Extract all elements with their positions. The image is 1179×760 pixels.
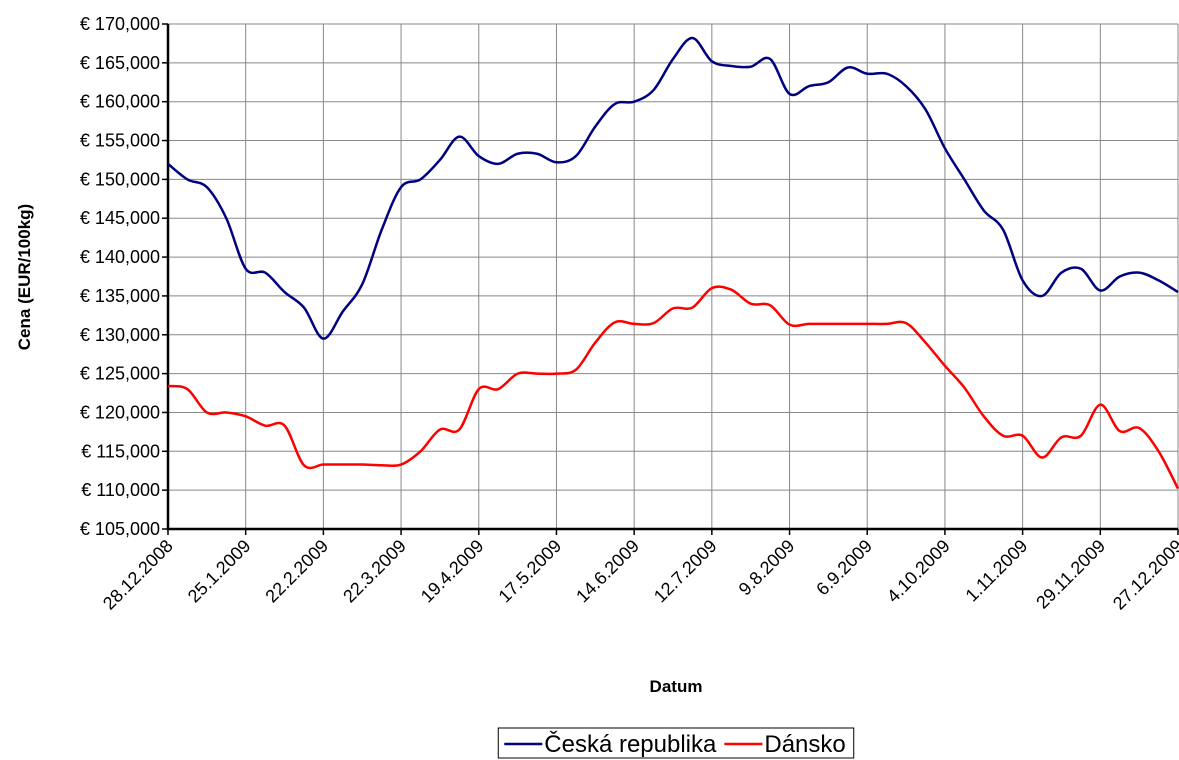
x-tick-label: 17.5.2009 [495, 536, 566, 607]
legend-label: Dánsko [764, 731, 845, 758]
x-tick-label: 19.4.2009 [417, 536, 488, 607]
x-tick-label: 28.12.2008 [99, 536, 177, 614]
x-tick-label: 4.10.2009 [883, 536, 954, 607]
y-tick-label: € 150,000 [80, 169, 160, 189]
y-tick-label: € 125,000 [80, 364, 160, 384]
y-tick-label: € 110,000 [81, 480, 160, 500]
y-tick-label: € 120,000 [80, 402, 160, 422]
x-tick-label: 27.12.2009 [1109, 536, 1179, 614]
y-tick-label: € 115,000 [81, 441, 160, 461]
x-tick-label: 1.11.2009 [962, 536, 1032, 606]
x-tick-label: 22.3.2009 [339, 536, 410, 607]
x-tick-label: 6.9.2009 [812, 536, 876, 600]
legend-box [497, 727, 855, 759]
y-tick-label: € 165,000 [80, 53, 160, 73]
legend-label: Česká republika [544, 730, 717, 758]
x-tick-label: 25.1.2009 [184, 536, 255, 607]
y-tick-label: € 145,000 [80, 208, 160, 228]
series-line [167, 36, 1179, 340]
x-tick-label: 9.8.2009 [735, 536, 799, 600]
y-tick-label: € 170,000 [80, 14, 160, 34]
y-tick-label: € 105,000 [80, 519, 160, 539]
y-tick-label: € 155,000 [80, 131, 160, 151]
y-tick-label: € 130,000 [80, 325, 160, 345]
x-axis-title: Datum [650, 677, 703, 696]
legend: Česká republika Dánsko [497, 727, 855, 759]
y-tick-label: € 160,000 [80, 92, 160, 112]
y-axis-title: Cena (EUR/100kg) [15, 204, 34, 350]
y-tick-label: € 135,000 [80, 286, 160, 306]
x-tick-label: 12.7.2009 [650, 536, 721, 607]
y-tick-label: € 140,000 [80, 247, 160, 267]
x-tick-label: 29.11.2009 [1032, 536, 1109, 613]
series-line [167, 285, 1179, 490]
x-tick-label: 14.6.2009 [572, 536, 643, 607]
x-tick-label: 22.2.2009 [261, 536, 332, 607]
